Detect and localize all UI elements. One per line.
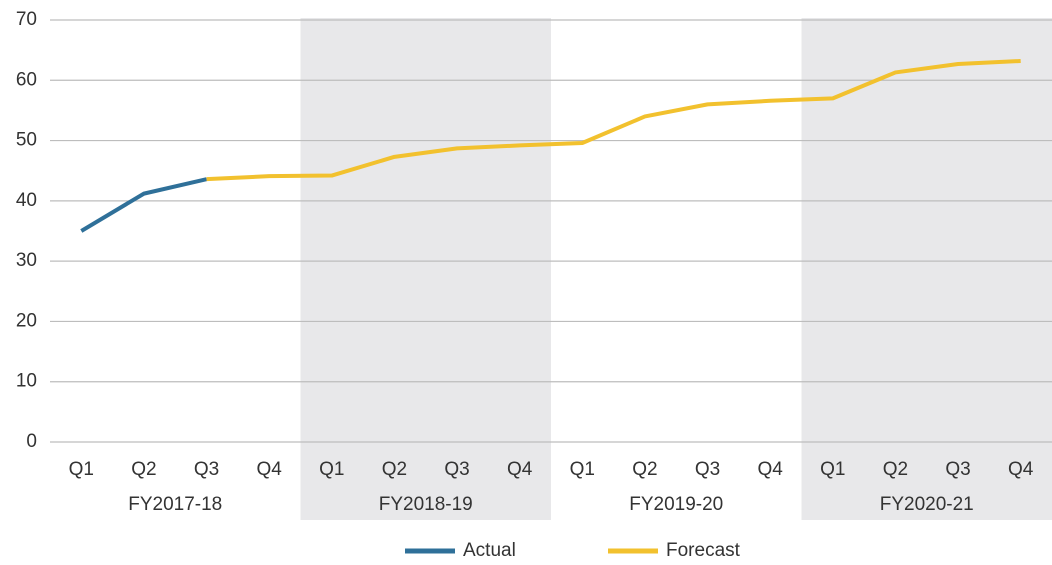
y-tick-label: 50: [16, 130, 37, 151]
y-tick-label: 60: [16, 69, 37, 90]
x-tick-label: Q2: [632, 459, 657, 480]
x-tick-label: Q4: [1008, 459, 1034, 480]
group-label: FY2017-18: [128, 494, 222, 515]
legend-label: Forecast: [666, 540, 741, 561]
group-label: FY2019-20: [629, 494, 723, 515]
x-tick-label: Q1: [570, 459, 595, 480]
x-tick-label: Q3: [695, 459, 720, 480]
y-tick-label: 30: [16, 250, 37, 271]
series-line: [206, 58, 1021, 182]
y-tick-label: 10: [16, 371, 37, 392]
x-tick-label: Q4: [257, 459, 283, 480]
x-tick-label: Q1: [69, 459, 94, 480]
x-tick-label: Q2: [382, 459, 407, 480]
x-tick-label: Q2: [131, 459, 156, 480]
x-tick-label: Q3: [444, 459, 469, 480]
y-tick-label: 70: [16, 9, 37, 30]
x-tick-label: Q4: [507, 459, 533, 480]
x-tick-label: Q2: [883, 459, 908, 480]
y-tick-label: 40: [16, 190, 37, 211]
group-label: FY2020-21: [880, 494, 974, 515]
y-tick-label: 0: [26, 431, 37, 452]
series-line: [80, 177, 208, 233]
group-band: [300, 18, 551, 520]
x-tick-label: Q3: [194, 459, 219, 480]
group-band: [801, 18, 1052, 520]
x-tick-label: Q3: [945, 459, 970, 480]
x-tick-label: Q1: [319, 459, 344, 480]
x-tick-label: Q4: [758, 459, 784, 480]
x-tick-label: Q1: [820, 459, 845, 480]
group-label: FY2018-19: [379, 494, 473, 515]
legend-label: Actual: [463, 540, 516, 561]
y-tick-label: 20: [16, 310, 37, 331]
